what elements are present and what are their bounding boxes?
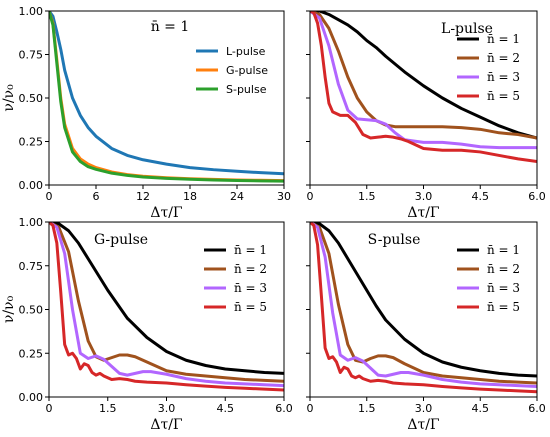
series-line-2 xyxy=(310,11,537,140)
x-axis-title: Δτ/Γ xyxy=(150,205,183,221)
x-tick-label: 3.0 xyxy=(158,402,176,415)
panel-4: 0 1.5 3.0 4.5 6.0 Δτ/Γ S-pulse n̄ = 1 n̄ = 2 n̄ =… xyxy=(306,221,546,433)
panel-title: L-pulse xyxy=(441,21,493,37)
y-tick-label: 1.00 xyxy=(19,216,44,229)
series-line-2 xyxy=(49,222,284,383)
series-line-4 xyxy=(310,222,537,394)
x-tick-label: 0 xyxy=(307,402,314,415)
panel-title: n̄ = 1 xyxy=(151,19,190,35)
x-tick-label: 6.0 xyxy=(528,190,546,203)
legend-label: S-pulse xyxy=(226,83,267,96)
series-line-2 xyxy=(310,222,537,385)
series-line-3 xyxy=(49,11,284,183)
x-tick-label: 3.0 xyxy=(415,190,433,203)
x-tick-label: 4.5 xyxy=(472,402,490,415)
series-line-4 xyxy=(49,222,284,392)
series-line-1 xyxy=(49,11,284,176)
x-tick-label: 0 xyxy=(46,190,53,203)
x-tick-label: 6.0 xyxy=(275,402,293,415)
series-line-1 xyxy=(310,11,537,140)
series-line-1 xyxy=(310,222,537,378)
legend-label: n̄ = 5 xyxy=(487,300,520,314)
x-tick-label: 3.0 xyxy=(415,402,433,415)
x-axis-title: Δτ/Γ xyxy=(407,205,440,221)
y-tick-label: 0.25 xyxy=(19,136,44,149)
panel-title: G-pulse xyxy=(94,232,148,248)
y-tick-label: 0.50 xyxy=(19,304,44,317)
y-axis-title: ν/ν₀ xyxy=(1,84,17,112)
legend-label: n̄ = 3 xyxy=(487,70,520,84)
panel-3: 0 1.5 3.0 4.5 6.0 0.00 0.25 0.50 0.75 1.00 Δτ/Γ ν/ν… xyxy=(1,216,293,433)
legend-label: n̄ = 3 xyxy=(234,281,267,295)
y-axis-title: ν/ν₀ xyxy=(1,295,17,323)
y-tick-label: 1.00 xyxy=(19,5,44,18)
panel-1: 0 6 12 18 24 30 0.00 0.25 0.50 0.75 1.00 Δτ/Γ ν/ν₀ n̄… xyxy=(1,5,291,221)
x-tick-label: 6.0 xyxy=(528,402,546,415)
legend-label: n̄ = 3 xyxy=(487,281,520,295)
y-tick-label: 0.75 xyxy=(19,49,44,62)
y-tick-label: 0.25 xyxy=(19,347,44,360)
x-tick-label: 6 xyxy=(93,190,100,203)
series-line-3 xyxy=(49,222,284,388)
legend-label: n̄ = 5 xyxy=(487,89,520,103)
y-tick-label: 0.00 xyxy=(19,179,44,192)
legend-label: n̄ = 2 xyxy=(234,262,267,276)
series-line-1 xyxy=(49,222,284,375)
axes-frame xyxy=(48,10,285,186)
x-tick-label: 0 xyxy=(46,402,53,415)
x-tick-label: 24 xyxy=(230,190,244,203)
x-axis-title: Δτ/Γ xyxy=(407,417,440,433)
y-tick-label: 0.50 xyxy=(19,92,44,105)
legend-label: n̄ = 1 xyxy=(487,243,520,257)
y-tick-label: 0.00 xyxy=(19,391,44,404)
series-line-3 xyxy=(310,222,537,388)
x-axis-title: Δτ/Γ xyxy=(150,417,183,433)
legend-label: G-pulse xyxy=(226,64,268,77)
x-tick-label: 4.5 xyxy=(472,190,490,203)
x-tick-label: 18 xyxy=(183,190,197,203)
legend-label: n̄ = 2 xyxy=(487,51,520,65)
x-tick-label: 4.5 xyxy=(217,402,235,415)
legend-label: n̄ = 5 xyxy=(234,300,267,314)
legend-label: n̄ = 2 xyxy=(487,262,520,276)
x-tick-label: 0 xyxy=(307,190,314,203)
series-line-3 xyxy=(310,11,537,150)
x-tick-label: 1.5 xyxy=(99,402,117,415)
legend-label: n̄ = 1 xyxy=(487,32,520,46)
legend-label: L-pulse xyxy=(226,45,266,58)
panel-title: S-pulse xyxy=(368,232,421,248)
x-tick-label: 30 xyxy=(277,190,291,203)
x-tick-label: 1.5 xyxy=(358,402,376,415)
x-tick-label: 1.5 xyxy=(358,190,376,203)
legend-label: n̄ = 1 xyxy=(234,243,267,257)
y-tick-label: 0.75 xyxy=(19,260,44,273)
x-tick-label: 12 xyxy=(136,190,150,203)
series-line-4 xyxy=(310,11,537,164)
